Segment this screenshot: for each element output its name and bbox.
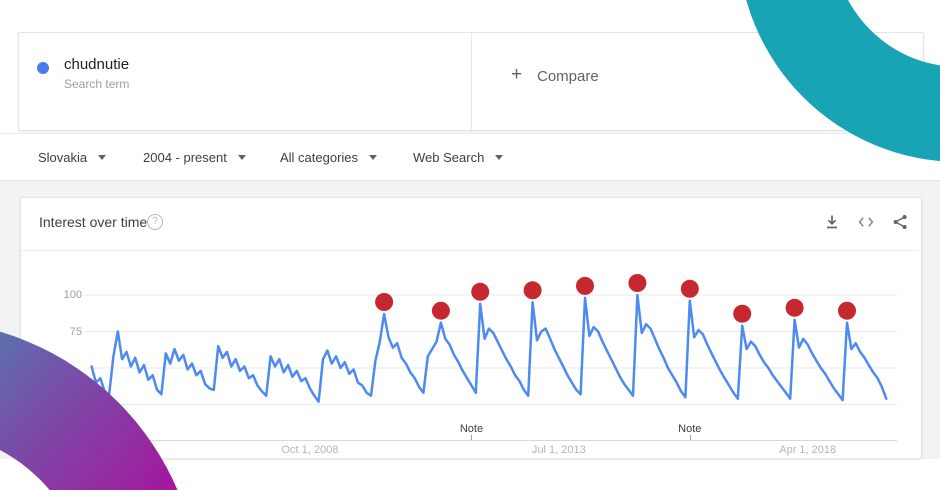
help-icon[interactable]: ? (147, 214, 163, 230)
note-tick (471, 434, 473, 440)
x-axis-label: Jul 1, 2013 (531, 444, 586, 456)
filter-category-label: All categories (280, 149, 359, 165)
search-term-label: chudnutie (64, 56, 130, 73)
card-title: Interest over time (39, 214, 148, 230)
x-axis-label: Apr 1, 2018 (779, 444, 837, 456)
search-term-panel[interactable]: chudnutie Search term (19, 33, 471, 130)
filter-region[interactable]: Slovakia (38, 134, 107, 180)
filter-search-type[interactable]: Web Search (413, 134, 504, 180)
x-axis-label: Oct 1, 2008 (281, 444, 339, 456)
note-tick (689, 434, 691, 440)
interest-over-time-card: Interest over time ? (20, 197, 922, 459)
share-icon[interactable] (891, 213, 909, 231)
y-axis-label: 75 (69, 325, 82, 338)
panel-divider (471, 33, 472, 130)
y-axis-label: 100 (63, 289, 82, 301)
filter-bar: Slovakia 2004 - present All categories W… (0, 133, 940, 181)
embed-icon[interactable] (857, 213, 875, 231)
filter-time-range-label: 2004 - present (143, 149, 227, 165)
filter-search-type-label: Web Search (413, 149, 485, 165)
card-header-divider (21, 250, 919, 251)
search-term-subtitle: Search term (64, 77, 130, 91)
filter-category[interactable]: All categories (280, 134, 378, 180)
caret-down-icon (495, 154, 504, 160)
caret-down-icon (369, 154, 378, 160)
search-terms-card: chudnutie Search term + Compare (18, 32, 924, 131)
filter-region-label: Slovakia (38, 149, 88, 165)
filter-time-range[interactable]: 2004 - present (143, 134, 246, 180)
caret-down-icon (237, 154, 246, 160)
note-label: Note (678, 423, 702, 435)
plus-icon: + (511, 64, 523, 85)
caret-down-icon (98, 154, 107, 160)
compare-label: Compare (537, 68, 599, 85)
note-label: Note (459, 423, 484, 435)
compare-button[interactable]: + Compare (471, 33, 923, 130)
series-color-dot (37, 62, 49, 74)
download-icon[interactable] (823, 213, 841, 231)
